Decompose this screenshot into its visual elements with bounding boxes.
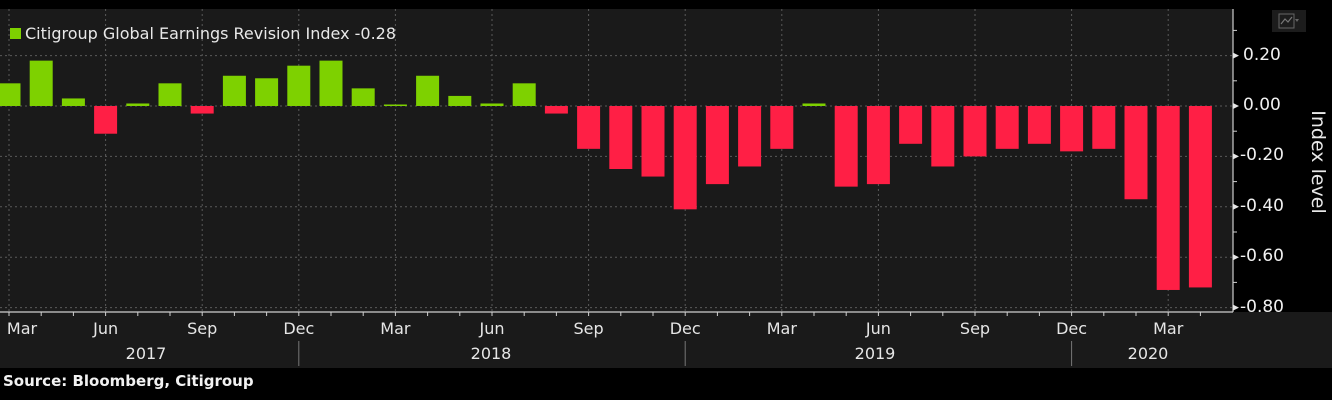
bar	[319, 60, 343, 106]
legend-swatch-green	[10, 28, 21, 39]
bar	[0, 83, 21, 106]
bar	[866, 106, 890, 185]
y-tick	[1233, 203, 1239, 210]
bar	[383, 104, 407, 106]
bar	[94, 106, 118, 134]
bar	[705, 106, 729, 185]
bar	[1060, 106, 1084, 152]
x-year-label: 2017	[125, 344, 167, 363]
x-tick-label: Dec	[1056, 319, 1088, 338]
legend: Citigroup Global Earnings Revision Index…	[10, 24, 396, 43]
x-year-label: 2018	[470, 344, 512, 363]
x-tick-label: Jun	[865, 319, 891, 338]
bar	[480, 103, 504, 106]
bar	[577, 106, 601, 149]
y-axis-title: Index level	[1307, 110, 1329, 214]
bar	[995, 106, 1019, 149]
x-tick-label: Mar	[380, 319, 411, 338]
y-tick	[1233, 52, 1239, 59]
bar	[1188, 106, 1212, 288]
bar	[255, 78, 279, 106]
x-year-label: 2020	[1127, 344, 1169, 363]
bar	[1092, 106, 1116, 149]
x-axis-area	[0, 312, 1332, 368]
bar	[416, 75, 440, 106]
legend-label: Citigroup Global Earnings Revision Index…	[25, 24, 397, 43]
bar	[287, 65, 311, 106]
bar	[834, 106, 858, 187]
bar	[673, 106, 697, 210]
y-tick	[1233, 103, 1239, 109]
x-tick-label: Jun	[93, 319, 119, 338]
x-tick-label: Jun	[479, 319, 505, 338]
bar	[641, 106, 665, 177]
x-tick-label: Mar	[1153, 319, 1184, 338]
bar	[1027, 106, 1051, 144]
x-tick-label: Mar	[6, 319, 38, 338]
x-tick-label: Sep	[187, 319, 218, 338]
bar	[448, 95, 472, 106]
bar	[931, 106, 955, 167]
chart-type-button[interactable]	[1272, 10, 1306, 32]
bar	[29, 60, 53, 106]
bar	[1124, 106, 1148, 200]
source-note: Source: Bloomberg, Citigroup	[3, 372, 254, 390]
bar	[126, 103, 150, 106]
y-tick-label: -0.40	[1240, 195, 1284, 216]
x-tick-label: Dec	[669, 319, 701, 338]
bar	[963, 106, 987, 157]
x-tick-label: Sep	[959, 319, 991, 338]
y-tick	[1233, 304, 1239, 311]
bar	[61, 98, 85, 106]
bar	[351, 88, 375, 106]
x-year-label: 2019	[854, 344, 896, 363]
line-chart-icon	[1278, 13, 1299, 29]
y-tick	[1233, 153, 1239, 160]
y-tick	[1233, 254, 1239, 261]
bar	[158, 83, 182, 106]
x-tick-label: Mar	[766, 319, 797, 338]
bar	[770, 106, 794, 149]
bar	[738, 106, 762, 167]
bar	[802, 103, 826, 106]
bar	[544, 106, 568, 114]
y-tick-label: 0.20	[1243, 44, 1281, 65]
y-tick-label: -0.60	[1240, 246, 1284, 267]
y-tick-label: -0.20	[1240, 145, 1284, 166]
bar	[609, 106, 633, 169]
y-tick-label: -0.80	[1240, 296, 1284, 317]
bar	[512, 83, 536, 106]
bar	[190, 106, 214, 114]
bar	[1156, 106, 1180, 290]
bar	[899, 106, 923, 144]
bar	[222, 75, 246, 106]
y-tick-label: 0.00	[1243, 95, 1281, 115]
x-tick-label: Sep	[573, 319, 604, 338]
x-tick-label: Dec	[283, 319, 315, 338]
